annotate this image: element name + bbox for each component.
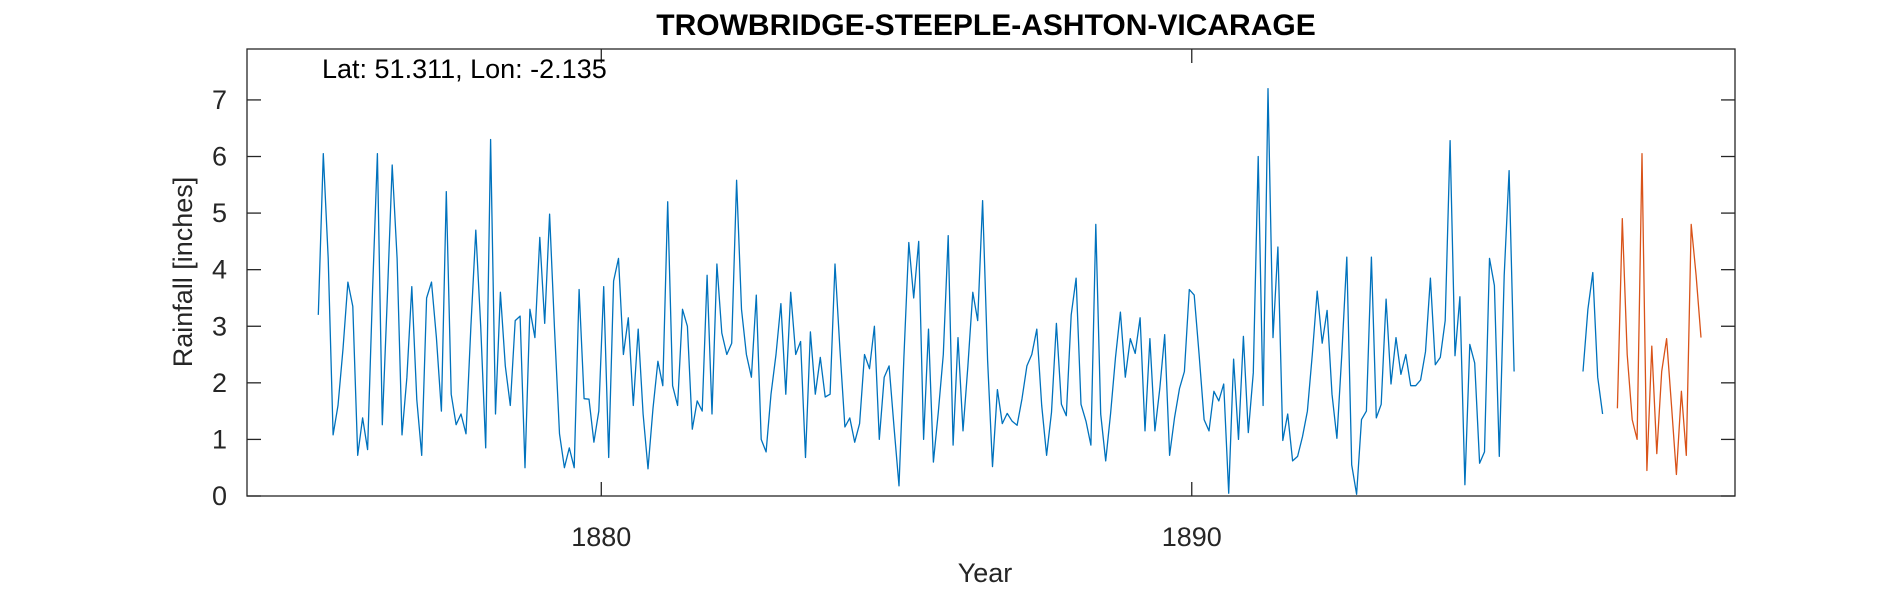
axis-ticks	[247, 49, 1735, 497]
y-tick-label: 3	[212, 311, 227, 341]
series-line-1	[317, 87, 1515, 495]
y-tick-labels: 0 1 2 3 4 5 6 7	[212, 85, 227, 511]
y-tick-label: 2	[212, 368, 227, 398]
series-line-3	[1616, 153, 1702, 476]
y-tick-label: 7	[212, 85, 227, 115]
series-line-2	[1582, 271, 1604, 415]
x-tick-label: 1880	[571, 522, 631, 552]
chart-title: TROWBRIDGE-STEEPLE-ASHTON-VICARAGE	[656, 9, 1315, 42]
y-tick-label: 0	[212, 481, 227, 511]
y-tick-label: 1	[212, 424, 227, 454]
y-tick-label: 5	[212, 198, 227, 228]
y-axis-label: Rainfall [inches]	[168, 177, 198, 368]
x-tick-label: 1890	[1162, 522, 1222, 552]
location-annotation: Lat: 51.311, Lon: -2.135	[322, 54, 607, 84]
x-axis-label: Year	[958, 558, 1013, 588]
plot-area	[246, 48, 1736, 497]
x-tick-labels: 1880 1890	[571, 522, 1222, 552]
y-tick-label: 6	[212, 142, 227, 172]
y-tick-label: 4	[212, 255, 227, 285]
series-lines	[317, 87, 1702, 495]
